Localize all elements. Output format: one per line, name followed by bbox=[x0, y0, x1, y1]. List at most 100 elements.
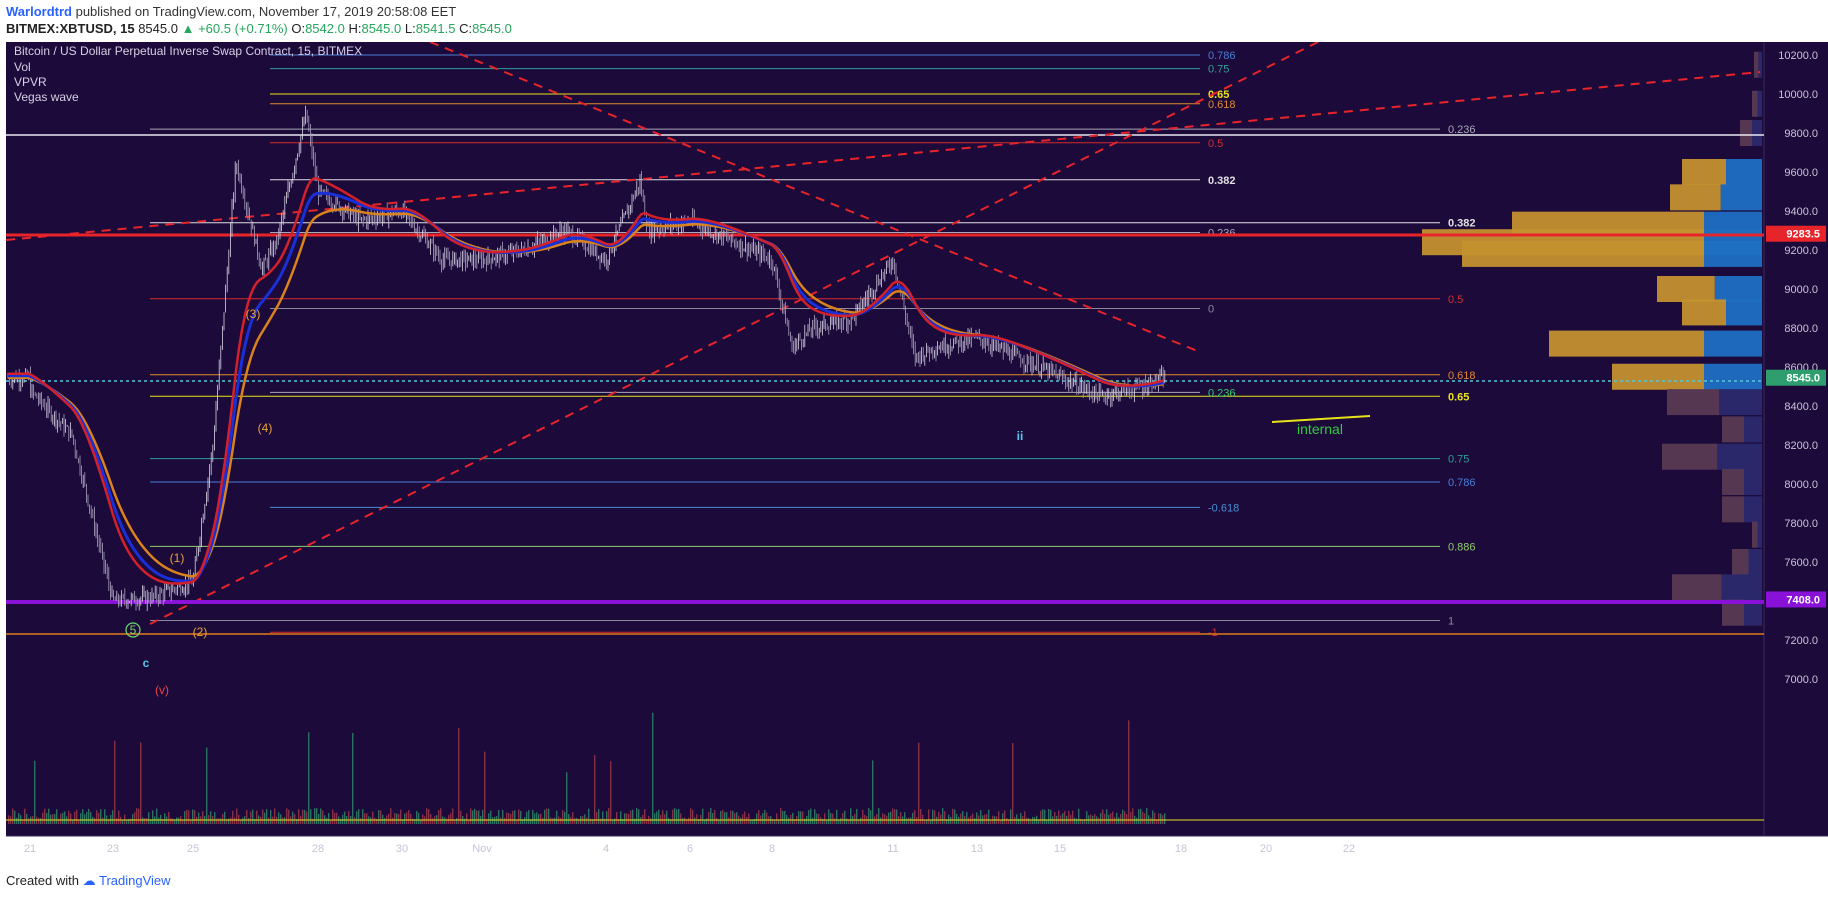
vpvr-bar-down bbox=[1462, 240, 1704, 267]
volume-bar bbox=[922, 814, 924, 824]
volume-bar bbox=[714, 809, 716, 824]
volume-bar bbox=[988, 809, 990, 824]
volume-bar bbox=[644, 809, 646, 824]
price-chart[interactable]: 0.7860.750.650.6180.50.3820.23600.2360.3… bbox=[0, 42, 1828, 864]
volume-bar bbox=[946, 819, 948, 824]
volume-bar bbox=[688, 817, 690, 824]
price-axis[interactable] bbox=[1764, 42, 1828, 836]
open-label: O: bbox=[291, 21, 306, 36]
volume-bar bbox=[774, 819, 776, 824]
volume-bar bbox=[818, 813, 820, 824]
volume-bar bbox=[920, 809, 922, 824]
volume-bar bbox=[926, 819, 928, 824]
volume-bar bbox=[1120, 814, 1122, 824]
fib-level-c-label: -0.618 bbox=[1208, 502, 1239, 514]
volume-bar bbox=[1132, 808, 1134, 824]
volume-bar bbox=[218, 818, 220, 824]
volume-bar bbox=[198, 812, 200, 824]
volume-bar bbox=[498, 809, 500, 824]
volume-bar bbox=[828, 809, 830, 824]
vpvr-bar-up bbox=[1704, 240, 1762, 267]
volume-bar bbox=[1072, 810, 1074, 824]
tradingview-link[interactable]: TradingView bbox=[99, 873, 171, 888]
volume-bar bbox=[1054, 812, 1056, 824]
volume-bar bbox=[210, 811, 212, 824]
volume-bar bbox=[14, 810, 16, 824]
vpvr-bar-up bbox=[1726, 159, 1762, 185]
volume-bar bbox=[812, 817, 814, 824]
volume-bar bbox=[224, 811, 226, 824]
fib-level-b-label: 0.5 bbox=[1448, 294, 1463, 306]
volume-bar bbox=[1034, 817, 1036, 824]
y-tick-label: 9200.0 bbox=[1784, 245, 1818, 257]
volume-bar bbox=[532, 809, 534, 824]
volume-bar bbox=[426, 808, 428, 824]
volume-bar bbox=[872, 760, 874, 824]
plot-area[interactable] bbox=[6, 42, 1764, 836]
volume-bar bbox=[468, 819, 470, 824]
fib-level-a-label: 0.5 bbox=[1208, 138, 1223, 150]
vpvr-bar-up bbox=[1757, 521, 1762, 548]
volume-bar bbox=[708, 812, 710, 824]
volume-bar bbox=[278, 812, 280, 824]
volume-bar bbox=[968, 817, 970, 824]
volume-bar bbox=[298, 809, 300, 824]
volume-bar bbox=[560, 817, 562, 824]
volume-bar bbox=[134, 812, 136, 824]
x-tick-label: 23 bbox=[107, 843, 119, 855]
volume-bar bbox=[800, 811, 802, 824]
volume-bar bbox=[1062, 813, 1064, 824]
volume-bar bbox=[314, 808, 316, 824]
volume-bar bbox=[504, 817, 506, 824]
volume-bar bbox=[422, 814, 424, 824]
volume-bar bbox=[942, 808, 944, 824]
volume-bar bbox=[334, 812, 336, 824]
volume-bar bbox=[236, 808, 238, 824]
volume-bar bbox=[190, 819, 192, 824]
volume-bar bbox=[78, 819, 80, 824]
volume-bar bbox=[484, 751, 486, 824]
volume-bar bbox=[490, 810, 492, 824]
volume-bar bbox=[1158, 813, 1160, 824]
volume-bar bbox=[536, 812, 538, 824]
vpvr-bar-down bbox=[1740, 120, 1753, 146]
volume-bar bbox=[414, 819, 416, 824]
volume-bar bbox=[710, 808, 712, 824]
volume-bar bbox=[128, 818, 130, 824]
volume-bar bbox=[726, 812, 728, 824]
volume-bar bbox=[592, 819, 594, 824]
volume-bar bbox=[1058, 810, 1060, 824]
volume-bar bbox=[914, 810, 916, 824]
volume-bar bbox=[100, 809, 102, 824]
volume-bar bbox=[58, 818, 60, 824]
volume-bar bbox=[1164, 813, 1166, 824]
volume-bar bbox=[880, 817, 882, 824]
volume-bar bbox=[454, 819, 456, 824]
volume-bar bbox=[294, 814, 296, 824]
volume-bar bbox=[512, 810, 514, 824]
volume-bar bbox=[632, 809, 634, 824]
volume-bar bbox=[834, 818, 836, 824]
volume-bar bbox=[618, 819, 620, 824]
volume-bar bbox=[140, 742, 142, 824]
volume-bar bbox=[56, 809, 58, 824]
vpvr-bar-down bbox=[1682, 159, 1726, 185]
volume-bar bbox=[288, 809, 290, 824]
x-tick-label: Nov bbox=[472, 843, 492, 855]
volume-bar bbox=[640, 817, 642, 824]
volume-bar bbox=[1154, 812, 1156, 824]
volume-bar bbox=[500, 817, 502, 824]
volume-bar bbox=[222, 813, 224, 824]
volume-bar bbox=[292, 811, 294, 824]
author-link[interactable]: Warlordtrd bbox=[6, 4, 72, 19]
x-tick-label: 11 bbox=[887, 843, 898, 855]
volume-bar bbox=[280, 814, 282, 824]
volume-bar bbox=[1018, 818, 1020, 824]
volume-bar bbox=[360, 818, 362, 824]
y-tick-label: 8200.0 bbox=[1784, 440, 1818, 452]
volume-bar bbox=[1020, 812, 1022, 824]
volume-bar bbox=[70, 813, 72, 824]
volume-bar bbox=[722, 810, 724, 824]
volume-bar bbox=[1006, 817, 1008, 824]
volume-bar bbox=[748, 813, 750, 824]
